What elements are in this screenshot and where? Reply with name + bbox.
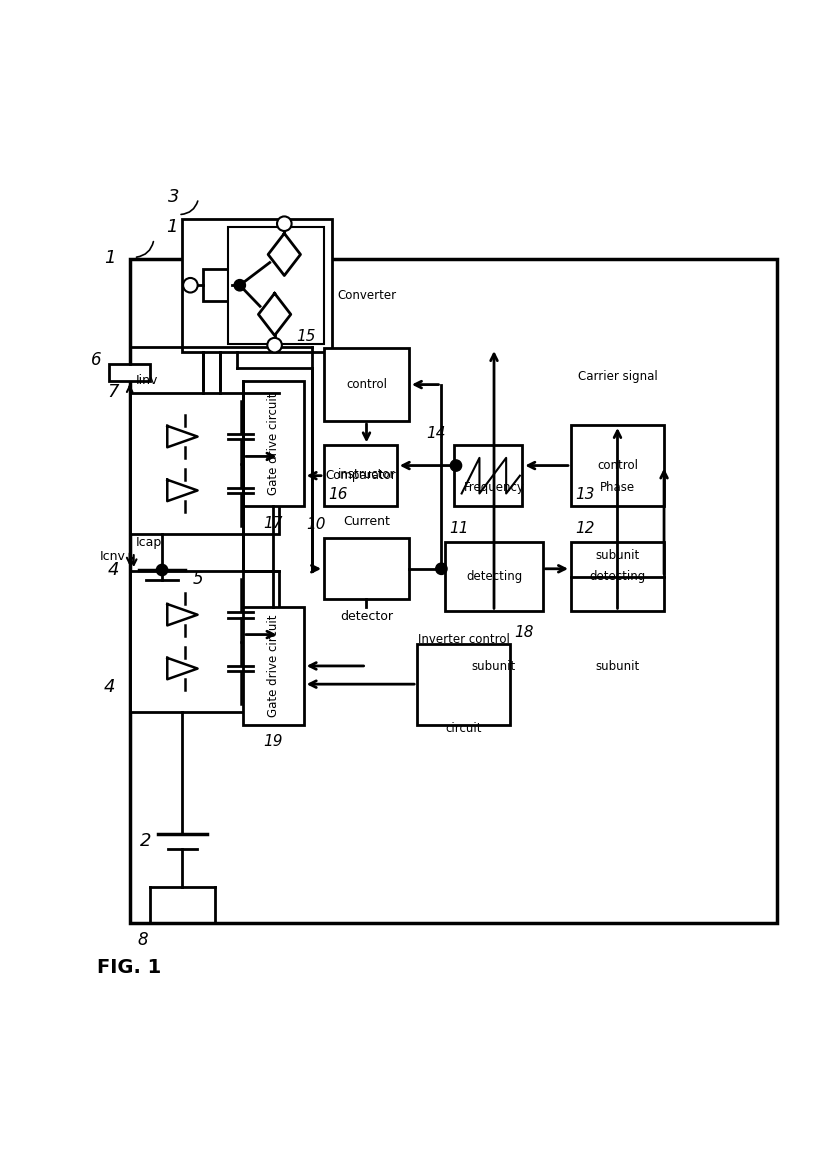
Bar (324, 539, 409, 599)
Bar (446, 542, 542, 612)
Text: Converter: Converter (337, 289, 396, 302)
Bar (182, 218, 332, 352)
Bar (453, 445, 523, 506)
Text: 16: 16 (328, 487, 348, 502)
Text: 10: 10 (306, 517, 326, 532)
Text: Phase: Phase (600, 481, 635, 494)
Text: detector: detector (340, 609, 393, 622)
Text: 6: 6 (91, 351, 101, 370)
Circle shape (436, 564, 447, 574)
Text: circuit: circuit (446, 722, 482, 735)
Bar (417, 643, 510, 724)
Text: 7: 7 (108, 383, 119, 400)
Text: instructor: instructor (338, 467, 395, 480)
Text: 5: 5 (193, 569, 204, 588)
Bar (110, 364, 150, 382)
Bar (324, 445, 397, 506)
Text: Carrier signal: Carrier signal (578, 370, 658, 383)
Circle shape (183, 278, 198, 292)
Text: detecting: detecting (466, 571, 522, 583)
Text: Comparator: Comparator (325, 470, 396, 483)
Text: Icap: Icap (136, 537, 163, 549)
Text: 1: 1 (166, 218, 178, 236)
Text: 12: 12 (575, 521, 595, 537)
Circle shape (234, 279, 245, 291)
Text: 11: 11 (449, 521, 469, 537)
Text: detecting: detecting (589, 571, 645, 583)
Text: 18: 18 (515, 625, 534, 640)
Text: subunit: subunit (596, 548, 640, 561)
Bar (243, 380, 303, 506)
Text: 4: 4 (108, 561, 119, 579)
Text: 17: 17 (263, 515, 283, 531)
Bar (571, 542, 664, 612)
Text: 1: 1 (104, 249, 115, 268)
Text: Gate drive circuit: Gate drive circuit (267, 392, 280, 494)
Circle shape (156, 565, 168, 575)
Text: Inverter control: Inverter control (418, 633, 510, 646)
Text: Frequency: Frequency (464, 481, 524, 494)
Bar (203, 269, 231, 302)
Text: 8: 8 (137, 931, 148, 949)
Text: Current: Current (343, 515, 390, 528)
Bar (130, 259, 777, 923)
Bar (130, 392, 280, 534)
Text: 14: 14 (426, 426, 446, 441)
Text: Icnv: Icnv (100, 549, 126, 562)
Bar (243, 607, 303, 724)
Text: 3: 3 (169, 189, 180, 207)
Bar (130, 571, 280, 713)
Text: control: control (346, 378, 387, 391)
Text: control: control (597, 459, 638, 472)
Circle shape (277, 216, 291, 231)
Text: Iinv: Iinv (136, 375, 159, 387)
Text: Gate drive circuit: Gate drive circuit (267, 615, 280, 717)
Bar (227, 227, 324, 344)
Text: 2: 2 (140, 832, 151, 850)
Text: 4: 4 (104, 679, 115, 696)
Text: subunit: subunit (596, 660, 640, 673)
Text: FIG. 1: FIG. 1 (97, 958, 161, 977)
Text: subunit: subunit (472, 660, 516, 673)
Text: 15: 15 (296, 329, 316, 344)
Circle shape (450, 460, 461, 471)
Text: 13: 13 (575, 487, 595, 502)
Bar (571, 425, 664, 506)
Circle shape (267, 338, 282, 352)
Text: 19: 19 (263, 735, 283, 749)
Bar (324, 349, 409, 421)
